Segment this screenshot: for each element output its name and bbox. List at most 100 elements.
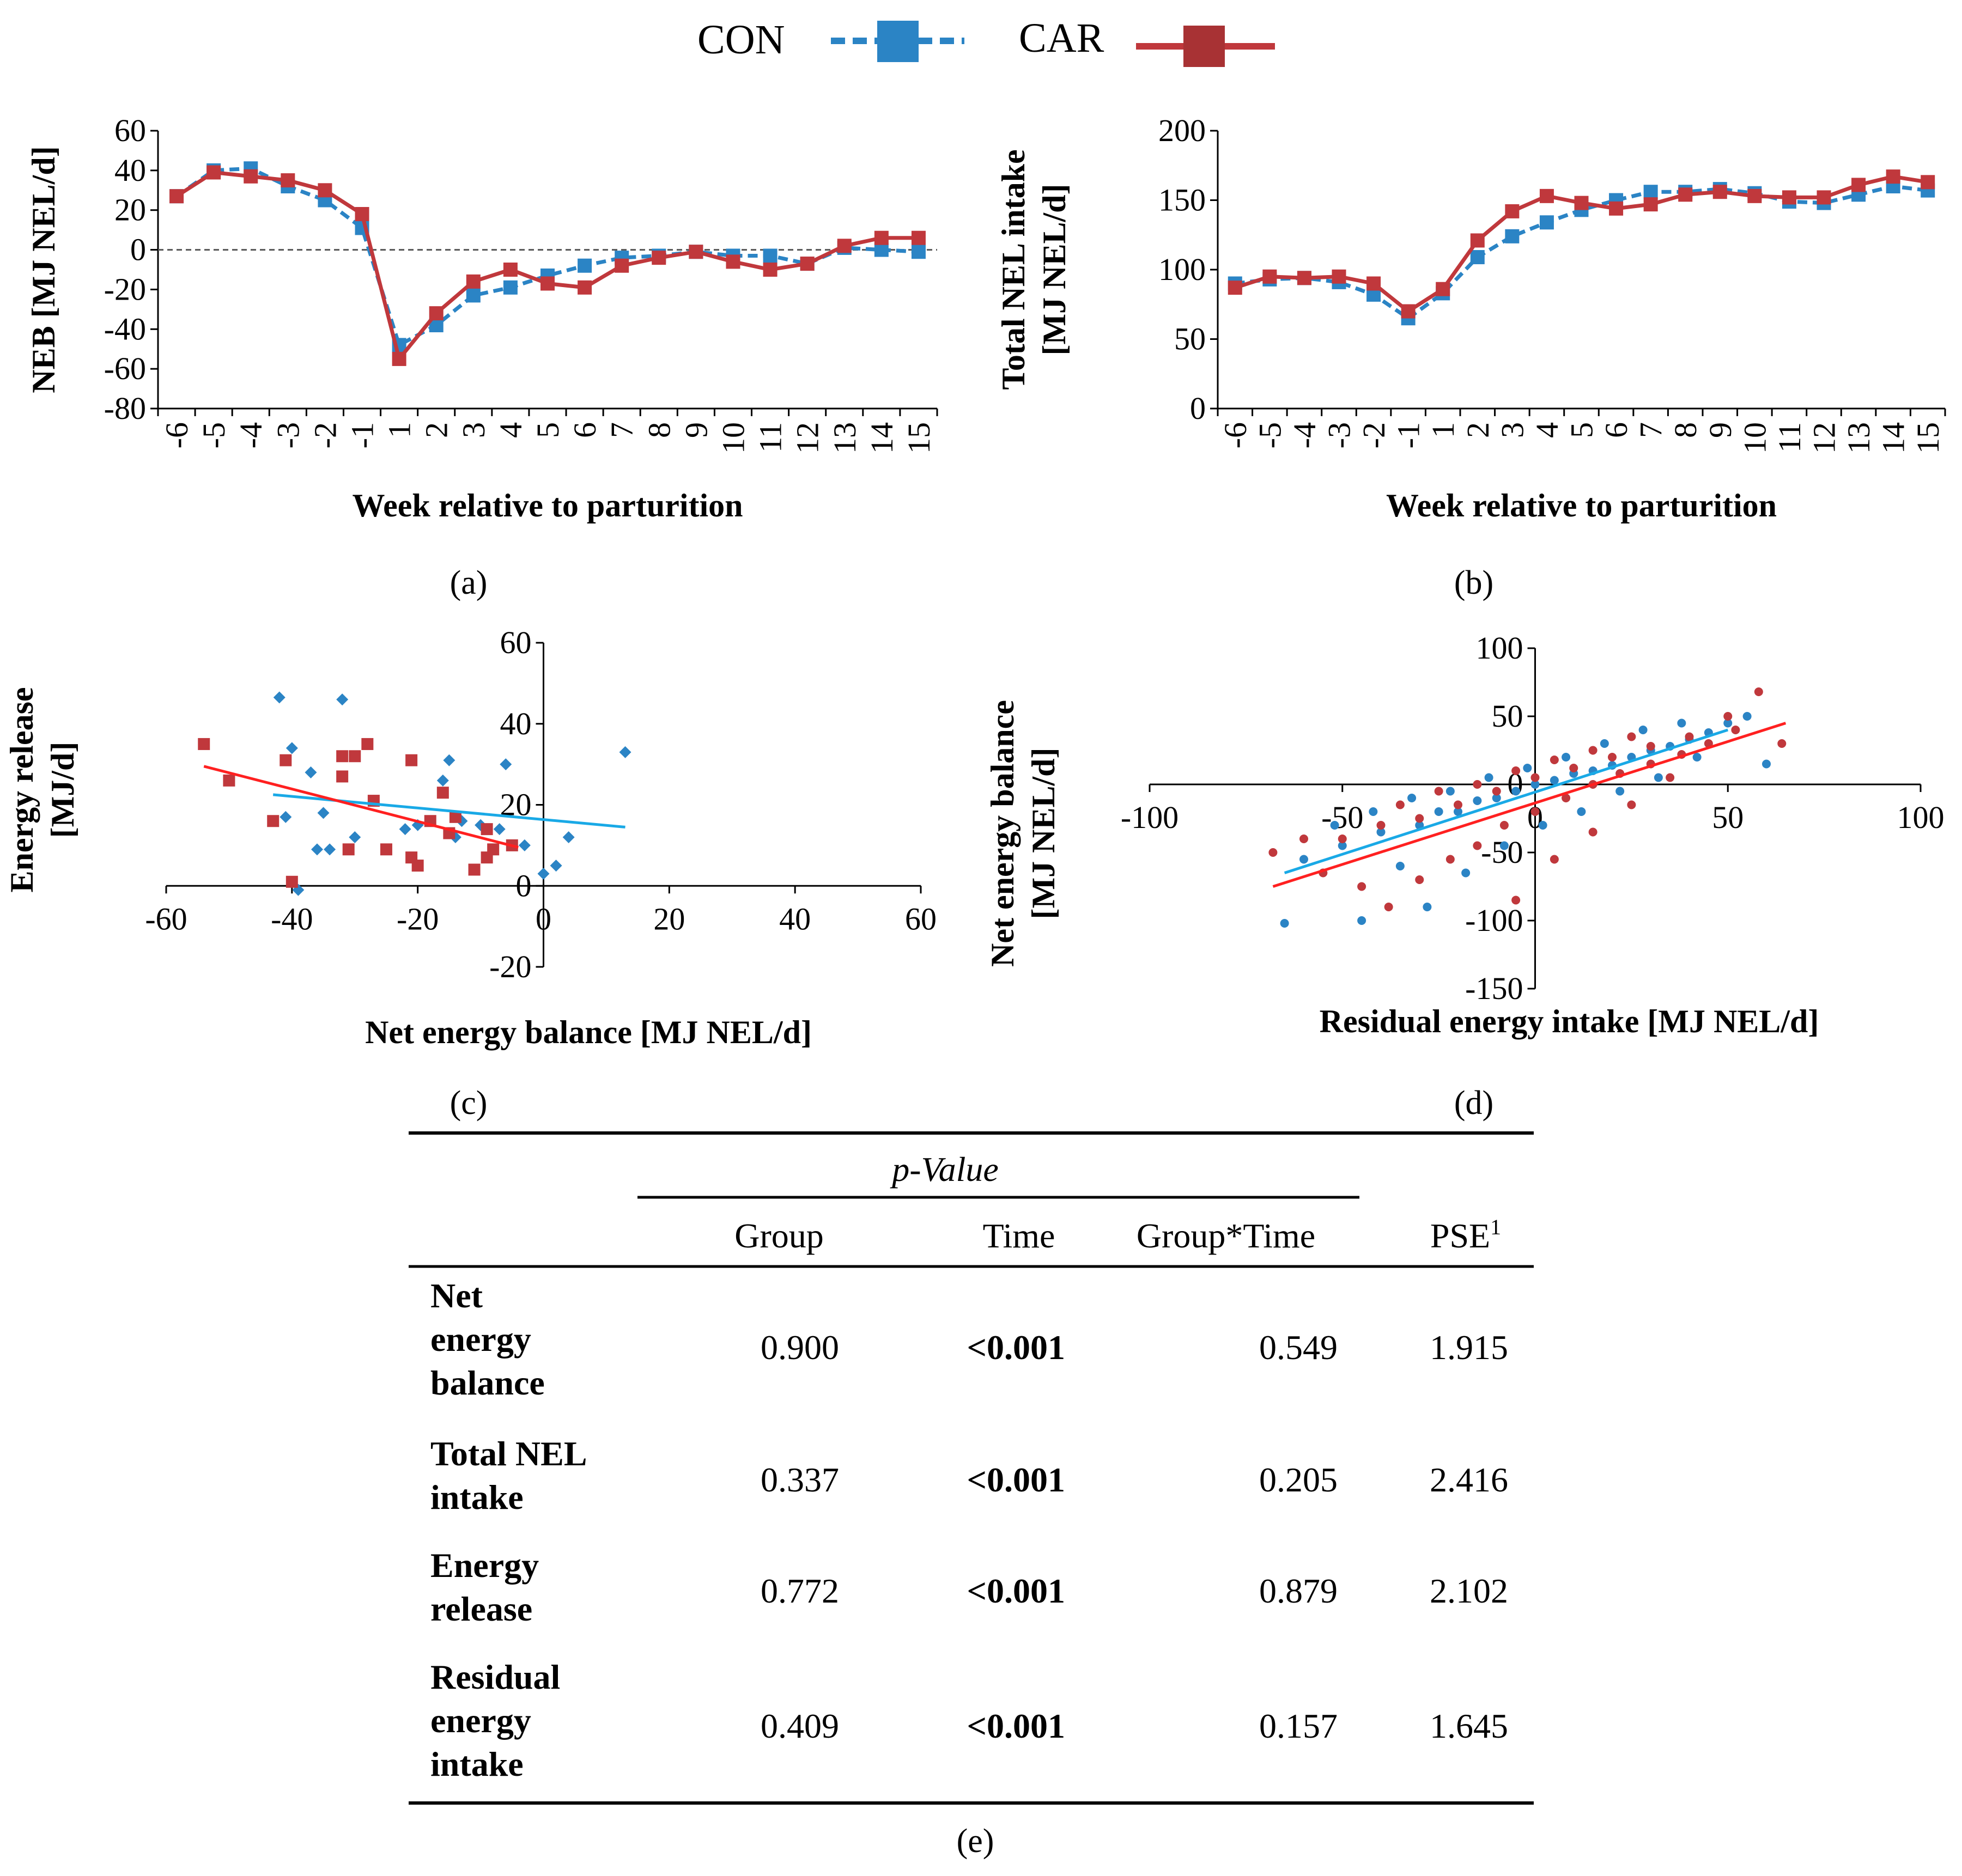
x-tick-label: 8 bbox=[641, 422, 677, 438]
x-tick-label: 2 bbox=[419, 422, 454, 438]
x-tick-label: 20 bbox=[653, 901, 685, 936]
y-axis-title: NEB [MJ NEL/d] bbox=[26, 146, 62, 393]
scatter-point-con bbox=[1369, 807, 1378, 816]
caption-e: (e) bbox=[957, 1823, 994, 1860]
x-tick-label: -2 bbox=[1356, 422, 1392, 448]
scatter-point-car bbox=[1588, 827, 1597, 837]
scatter-point-con bbox=[1577, 807, 1586, 816]
x-tick-label: -40 bbox=[271, 901, 313, 936]
scatter-point-car bbox=[1492, 787, 1501, 796]
scatter-point-con bbox=[1723, 718, 1733, 728]
scatter-point-car bbox=[1777, 739, 1787, 748]
x-tick-label: 14 bbox=[1876, 422, 1911, 454]
table-row-label: energy bbox=[430, 1320, 531, 1359]
scatter-point-con bbox=[518, 839, 531, 851]
data-point-car bbox=[1886, 169, 1900, 184]
scatter-point-car bbox=[1754, 687, 1763, 696]
scatter-point-car bbox=[1415, 875, 1424, 884]
scatter-point-car bbox=[1550, 756, 1559, 764]
trend-line-con bbox=[1284, 728, 1729, 874]
x-tick-label: 50 bbox=[1712, 800, 1744, 835]
scatter-point-con bbox=[1461, 868, 1471, 878]
scatter-point-car bbox=[1530, 773, 1540, 782]
y-tick-label: 40 bbox=[114, 153, 146, 188]
scatter-point-con bbox=[1445, 787, 1455, 796]
y-tick-label: 100 bbox=[1476, 630, 1523, 666]
legend: CON CAR bbox=[697, 15, 1275, 67]
scatter-point-car bbox=[286, 875, 298, 888]
data-point-car bbox=[318, 183, 332, 198]
data-point-con bbox=[466, 288, 481, 303]
y-tick-label: -100 bbox=[1465, 903, 1523, 938]
table-cell-pse: 2.416 bbox=[1430, 1460, 1508, 1499]
scatter-point-car bbox=[1562, 794, 1571, 802]
x-tick-label: 3 bbox=[1495, 422, 1530, 438]
data-point-car bbox=[874, 230, 889, 245]
scatter-point-car bbox=[411, 860, 424, 872]
x-tick-label: 5 bbox=[530, 422, 566, 438]
x-tick-label: -3 bbox=[1322, 422, 1357, 448]
scatter-point-car bbox=[1530, 807, 1540, 816]
scatter-point-con bbox=[1615, 787, 1625, 796]
y-tick-label: -60 bbox=[104, 351, 146, 386]
y-axis-title-units: [MJ NEL/d] bbox=[1025, 748, 1061, 919]
scatter-point-con bbox=[1484, 773, 1493, 782]
y-tick-label: 150 bbox=[1158, 182, 1206, 218]
table-header-time: Time bbox=[983, 1216, 1055, 1255]
data-point-con bbox=[911, 245, 926, 259]
scatter-point-car bbox=[405, 754, 418, 766]
table-header-group: Group bbox=[734, 1216, 824, 1255]
table-cell-group-time: 0.549 bbox=[1259, 1328, 1338, 1367]
table-cell-group: 0.772 bbox=[761, 1572, 839, 1610]
data-point-car bbox=[1262, 269, 1277, 284]
x-tick-label: 9 bbox=[1703, 422, 1738, 438]
scatter-point-con bbox=[1600, 739, 1609, 748]
table-cell-time: <0.001 bbox=[967, 1460, 1065, 1499]
trend-line-car bbox=[203, 765, 519, 849]
x-tick-label: 12 bbox=[1807, 422, 1842, 454]
x-tick-label: 11 bbox=[753, 422, 788, 453]
scatter-point-car bbox=[1646, 742, 1655, 751]
x-tick-label: 5 bbox=[1564, 422, 1600, 438]
y-tick-label: -50 bbox=[1481, 835, 1523, 870]
x-tick-label: 15 bbox=[901, 422, 937, 454]
scatter-point-con bbox=[1330, 821, 1339, 830]
table-row-label: Net bbox=[430, 1276, 483, 1315]
y-tick-label: 20 bbox=[114, 192, 146, 228]
x-tick-label: -6 bbox=[1218, 422, 1253, 448]
data-point-car bbox=[1782, 190, 1796, 205]
table-cell-group: 0.337 bbox=[761, 1460, 839, 1499]
y-axis-title: Total NEL intake bbox=[995, 149, 1031, 389]
x-tick-label: 9 bbox=[678, 422, 714, 438]
x-tick-label: -5 bbox=[196, 422, 232, 448]
x-axis-title: Net energy balance [MJ NEL/d] bbox=[365, 1014, 812, 1050]
scatter-point-car bbox=[487, 843, 500, 856]
scatter-point-car bbox=[1723, 712, 1733, 721]
table-row-label: Total NEL bbox=[430, 1434, 587, 1473]
data-point-con bbox=[1470, 250, 1485, 265]
data-point-con bbox=[874, 242, 889, 257]
stats-table: p-Value Group Time Group*Time PSE1 Net en… bbox=[409, 1131, 1534, 1805]
data-point-con bbox=[503, 280, 518, 295]
y-tick-label: 100 bbox=[1158, 252, 1206, 287]
y-axis-title: Energy release bbox=[4, 687, 40, 892]
x-tick-label: -2 bbox=[307, 422, 343, 448]
scatter-point-con bbox=[1357, 916, 1366, 925]
y-tick-label: 50 bbox=[1174, 321, 1206, 357]
scatter-point-con bbox=[562, 831, 575, 843]
data-point-car bbox=[689, 245, 703, 259]
scatter-point-con bbox=[1454, 807, 1462, 816]
caption-c: (c) bbox=[450, 1085, 488, 1122]
table-row-label: Residual bbox=[430, 1658, 560, 1696]
data-point-car bbox=[1817, 190, 1831, 205]
table-row-label: intake bbox=[430, 1745, 524, 1783]
x-tick-label: 1 bbox=[1425, 422, 1461, 438]
data-point-car bbox=[1747, 188, 1762, 203]
scatter-point-con bbox=[305, 766, 317, 778]
data-point-con bbox=[763, 248, 777, 263]
scatter-point-con bbox=[1677, 718, 1686, 728]
data-point-car bbox=[800, 257, 815, 271]
scatter-point-con bbox=[1638, 726, 1648, 734]
table-row-label: energy bbox=[430, 1701, 531, 1740]
